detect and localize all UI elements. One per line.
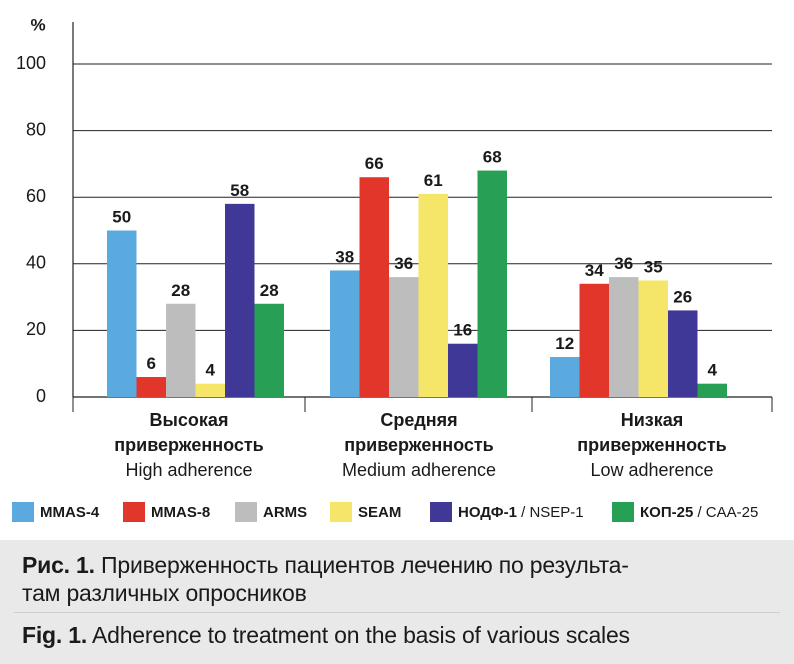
data-label-0-0: 50 [112,208,131,227]
bar-нодф-1-0 [225,203,255,397]
category-label-ru-1-0: Высокая [150,410,229,430]
category-label-ru-1-1: Средняя [380,410,457,430]
bar-seam-1 [418,193,448,397]
figure: 0 20 40 60 80 100% 50 38 12 6 66 34 28 36 36 4 61 35 58 16 2… [12,15,773,522]
category-label-ru-2-1: приверженность [344,435,493,455]
data-label-3-0: 4 [206,361,216,380]
caption-ru-line-2: там различных опросников [22,580,307,606]
data-label-1-2: 34 [585,261,604,280]
legend-name-4: НОДФ-1 [458,504,517,521]
y-axis-label: % [30,15,45,34]
legend-name-suffix-5: / CAA-25 [693,504,758,521]
caption-ru-text-1: Приверженность пациентов лечению по резу… [94,552,629,578]
category-label-en-0: High adherence [125,460,252,480]
caption-ru-label: Рис. 1. [22,552,95,578]
caption-ru-line-1: Рис. 1. Приверженность пациентов лечению… [22,552,629,579]
data-label-4-1: 16 [453,321,472,340]
category-label-en-1: Medium adherence [342,460,496,480]
legend-label-2: ARMS [263,504,307,521]
legend-swatch-2 [235,502,257,522]
category-label-en-2: Low adherence [590,460,713,480]
legend-label-1: MMAS-8 [151,504,210,521]
bar-seam-0 [195,383,225,397]
bar-mmas-4-1 [330,270,360,397]
legend-label-3: SEAM [358,504,401,521]
category-label-ru-2-0: приверженность [114,435,263,455]
caption-en-line: Fig. 1. Adherence to treatment on the ba… [22,622,630,649]
y-tick-label-40: 40 [26,253,46,273]
bar-нодф-1-2 [668,310,698,397]
bar-arms-1 [389,277,419,397]
caption-en-text: Adherence to treatment on the basis of v… [87,622,630,648]
legend-name-2: ARMS [263,504,307,521]
figure-caption: Рис. 1. Приверженность пациентов лечению… [0,540,794,664]
bar-mmas-4-0 [107,230,137,397]
data-label-1-1: 66 [365,154,384,173]
data-label-5-1: 68 [483,148,502,167]
y-tick-label-100: 100 [16,53,46,73]
data-label-2-2: 36 [614,254,633,273]
y-tick-label-80: 80 [26,119,46,139]
bar-mmas-4-2 [550,357,580,397]
legend-name-suffix-4: / NSEP-1 [517,504,584,521]
bar-mmas-8-2 [579,283,609,397]
data-label-5-2: 4 [708,361,718,380]
legend-swatch-1 [123,502,145,522]
y-tick-label-20: 20 [26,319,46,339]
legend-label-5: КОП-25 / CAA-25 [640,504,758,521]
category-label-ru-1-2: Низкая [621,410,684,430]
data-label-3-2: 35 [644,257,663,276]
data-label-5-0: 28 [260,281,279,300]
legend-name-0: MMAS-4 [40,504,100,521]
y-tick-label-60: 60 [26,186,46,206]
y-tick-label-0: 0 [36,386,46,406]
data-label-0-2: 12 [555,334,574,353]
data-label-2-0: 28 [171,281,190,300]
bar-seam-2 [638,280,668,397]
caption-divider [14,612,780,613]
legend-swatch-0 [12,502,34,522]
data-label-4-2: 26 [673,287,692,306]
legend-name-5: КОП-25 [640,504,693,521]
data-label-3-1: 61 [424,171,443,190]
legend-label-0: MMAS-4 [40,504,100,521]
data-label-0-1: 38 [335,247,354,266]
caption-en-label: Fig. 1. [22,622,88,648]
category-label-ru-2-2: приверженность [577,435,726,455]
bar-нодф-1-1 [448,343,478,397]
bar-коп-25-0 [254,303,284,397]
bar-коп-25-1 [477,170,507,397]
legend-name-3: SEAM [358,504,401,521]
bar-arms-2 [609,277,639,397]
bar-mmas-8-1 [359,177,389,397]
data-label-2-1: 36 [394,254,413,273]
legend-swatch-4 [430,502,452,522]
legend-name-1: MMAS-8 [151,504,210,521]
data-label-1-0: 6 [147,354,156,373]
bar-mmas-8-0 [136,377,166,397]
legend-swatch-3 [330,502,352,522]
data-label-4-0: 58 [230,181,249,200]
legend-label-4: НОДФ-1 / NSEP-1 [458,504,584,521]
bar-arms-0 [166,303,196,397]
legend-swatch-5 [612,502,634,522]
bar-коп-25-2 [697,383,727,397]
